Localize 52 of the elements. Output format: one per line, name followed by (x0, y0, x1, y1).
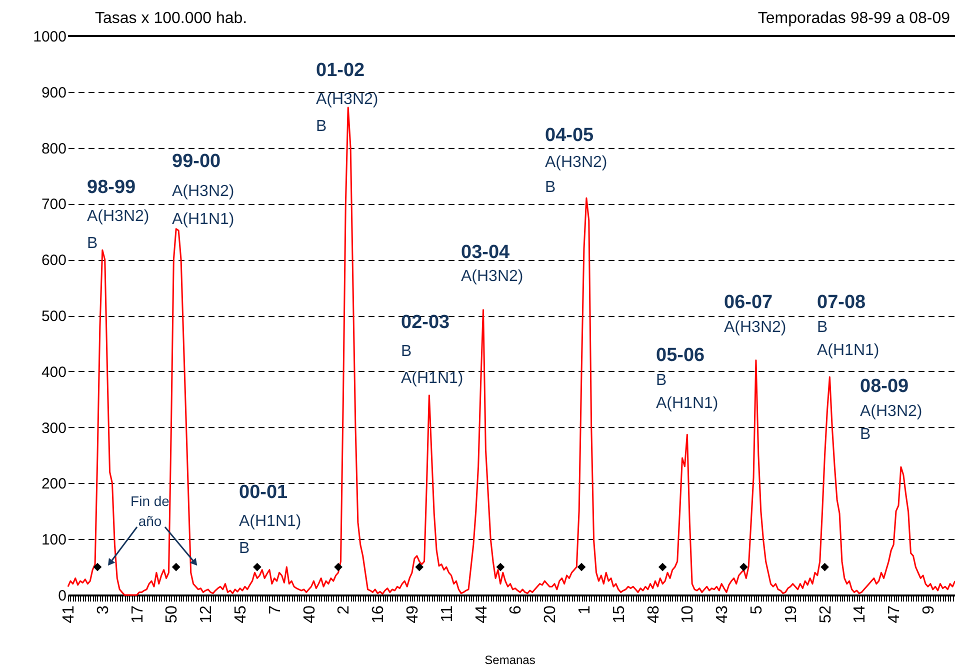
y-tick-label: 800 (41, 140, 66, 158)
annotation: 04-05 A(H3N2) B (545, 125, 608, 196)
x-tick-label: 6 (508, 605, 525, 614)
y-tick-label: 400 (41, 364, 66, 381)
x-tick-label: 10 (680, 605, 697, 624)
y-axis-title: Tasas x 100.000 hab. (95, 10, 248, 27)
annotation: 00-01 A(H1N1) B (239, 482, 302, 557)
x-tick-label: 20 (542, 605, 560, 624)
annotation: 99-00 A(H3N2) A(H1N1) (172, 151, 234, 228)
y-tick-label: 0 (58, 588, 66, 604)
annotation: 01-02 A(H3N2) B (316, 60, 378, 135)
annotation: 98-99 A(H3N2) B (87, 177, 150, 252)
x-tick-label: 9 (920, 605, 938, 614)
annotation: 08-09 A(H3N2) B (860, 376, 922, 443)
annotation: 07-08 B A(H1N1) (817, 292, 880, 359)
annotation: 02-03 B A(H1N1) (401, 312, 464, 387)
annotation: 06-07 A(H3N2) (724, 292, 786, 336)
x-tick-label: 52 (817, 605, 834, 624)
x-tick-label: 17 (129, 605, 146, 624)
x-tick-label: 7 (266, 605, 284, 614)
x-tick-label: 40 (301, 605, 318, 624)
x-tick-label: 50 (164, 605, 181, 624)
x-tick-label: 2 (336, 605, 353, 614)
y-tick-label: 500 (41, 308, 66, 325)
annotation: 05-06 B A(H1N1) (656, 345, 718, 412)
annotation: Fin de año (130, 493, 170, 529)
x-tick-label: 43 (714, 605, 732, 624)
x-tick-label: 1 (576, 605, 594, 614)
x-tick-label: 44 (473, 605, 490, 624)
x-tick-label: 11 (438, 605, 456, 622)
y-tick-label: 900 (41, 84, 66, 102)
x-tick-label: 45 (232, 605, 250, 624)
x-tick-label: 15 (610, 605, 628, 624)
y-tick-label: 300 (41, 420, 66, 437)
x-tick-label: 49 (404, 605, 422, 624)
x-tick-label: 5 (748, 605, 766, 614)
x-tick-label: 12 (198, 605, 216, 624)
x-tick-label: 19 (782, 605, 800, 624)
x-tick-label: 41 (60, 605, 78, 624)
y-tick-label: 200 (41, 476, 66, 493)
annotation: 03-04 A(H3N2) (461, 242, 524, 285)
x-tick-label: 47 (886, 605, 904, 624)
chart-title: Temporadas 98-99 a 08-09 (758, 10, 950, 27)
y-tick-label: 100 (41, 532, 66, 549)
y-tick-label: 1000 (33, 28, 66, 46)
x-tick-label: 48 (645, 605, 662, 624)
y-tick-label: 700 (41, 196, 66, 214)
x-axis-title: Semanas (484, 653, 536, 667)
x-tick-label: 16 (370, 605, 388, 624)
x-tick-label: 14 (852, 605, 869, 624)
x-tick-label: 3 (94, 605, 112, 614)
y-tick-label: 600 (41, 252, 66, 270)
